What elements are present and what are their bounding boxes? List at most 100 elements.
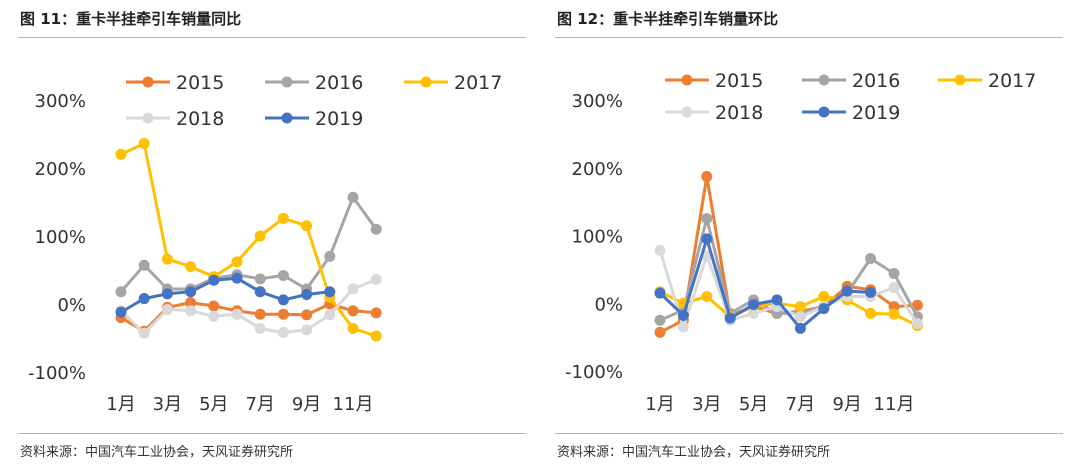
y-tick-label: 200%: [35, 159, 86, 180]
data-point-2019: [208, 274, 220, 286]
line-chart-yoy: 300% 200% 100% 0% -100% 1月 3月 5月 7月 9月 11月 2015 2016…: [28, 72, 502, 415]
series-line-2019: [119, 276, 332, 314]
legend-label: 2016: [315, 72, 363, 94]
x-tick-label: 9月: [292, 394, 321, 415]
data-point-2019: [654, 287, 666, 299]
x-tick-label: 7月: [786, 394, 815, 415]
chart-panel-yoy: 图 11：重卡半挂牵引车销量同比 300% 200% 100% 0% -100% 1月 3月…: [18, 0, 528, 474]
data-point-2019: [185, 286, 197, 298]
y-tick-label: 300%: [572, 91, 623, 112]
legend-swatch-marker: [954, 74, 966, 86]
data-point-2016: [370, 223, 382, 235]
x-tick-label: 11月: [874, 394, 915, 415]
legend-label: 2018: [176, 108, 224, 130]
y-tick-label: 200%: [572, 159, 623, 180]
data-point-2019: [231, 272, 243, 284]
legend-label: 2016: [852, 70, 900, 92]
data-point-2015: [347, 305, 359, 317]
data-point-2017: [185, 261, 197, 273]
data-point-2018: [208, 310, 220, 322]
x-tick-label: 9月: [832, 394, 861, 415]
legend-item-2017: 2017: [404, 72, 502, 94]
data-point-2018: [654, 244, 666, 256]
data-point-2019: [865, 286, 877, 298]
legend-item-2018: 2018: [665, 102, 763, 124]
data-point-2019: [277, 294, 289, 306]
data-point-2018: [347, 283, 359, 295]
chart-title: 图 12：重卡半挂牵引车销量环比: [557, 10, 779, 28]
data-point-2017: [277, 212, 289, 224]
legend-item-2016: 2016: [802, 70, 900, 92]
legend-label: 2017: [988, 70, 1036, 92]
x-tick-label: 5月: [739, 394, 768, 415]
data-point-2017: [254, 230, 266, 242]
x-tick-label: 1月: [645, 394, 674, 415]
legend-swatch-marker: [420, 76, 432, 88]
data-point-2018: [677, 321, 689, 333]
data-point-2015: [301, 309, 313, 321]
x-tick-label: 5月: [199, 394, 228, 415]
data-point-2018: [888, 282, 900, 294]
data-point-2017: [115, 148, 127, 160]
series-line-2019: [658, 237, 873, 330]
legend-swatch-marker: [142, 76, 154, 88]
y-tick-label: -100%: [565, 362, 623, 383]
legend-item-2019: 2019: [802, 102, 900, 124]
y-tick-label: 300%: [35, 91, 86, 112]
data-point-2019: [771, 294, 783, 306]
x-tick-label: 3月: [692, 394, 721, 415]
legend-label: 2017: [454, 72, 502, 94]
legend-label: 2015: [176, 72, 224, 94]
data-point-2016: [254, 273, 266, 285]
data-point-2015: [277, 308, 289, 320]
data-point-2016: [138, 259, 150, 271]
data-point-2018: [138, 327, 150, 339]
data-point-2017: [231, 256, 243, 268]
legend-item-2019: 2019: [265, 108, 363, 130]
data-point-2016: [888, 267, 900, 279]
legend-label: 2018: [715, 102, 763, 124]
legend-swatch-marker: [681, 74, 693, 86]
data-point-2017: [161, 253, 173, 265]
data-point-2018: [277, 327, 289, 339]
series-line-2018: [119, 278, 378, 335]
data-point-2018: [254, 322, 266, 334]
data-point-2019: [748, 299, 760, 311]
data-point-2015: [370, 307, 382, 319]
y-tick-label: 0%: [57, 295, 86, 316]
data-point-2016: [277, 269, 289, 281]
data-point-2019: [794, 322, 806, 334]
series-line-2016: [119, 195, 378, 294]
y-tick-label: 100%: [572, 227, 623, 248]
legend-label: 2019: [315, 108, 363, 130]
source-divider: [555, 433, 1063, 434]
x-tick-label: 11月: [333, 394, 374, 415]
data-point-2019: [841, 285, 853, 297]
data-point-2015: [701, 171, 713, 183]
legend-item-2017: 2017: [938, 70, 1036, 92]
data-point-2019: [301, 288, 313, 300]
data-point-2019: [324, 286, 336, 298]
data-point-2016: [115, 286, 127, 298]
data-point-2019: [138, 293, 150, 305]
legend-swatch-marker: [681, 106, 693, 118]
legend-swatch-marker: [818, 74, 830, 86]
source-note: 资料来源：中国汽车工业协会，天风证券研究所: [557, 445, 831, 460]
data-point-2015: [185, 297, 197, 309]
title-divider: [18, 37, 526, 38]
legend-item-2015: 2015: [665, 70, 763, 92]
legend-item-2016: 2016: [265, 72, 363, 94]
data-point-2019: [724, 312, 736, 324]
title-divider: [555, 37, 1063, 38]
legend-item-2015: 2015: [126, 72, 224, 94]
data-point-2016: [865, 253, 877, 265]
legend-swatch-marker: [818, 106, 830, 118]
data-point-2019: [254, 286, 266, 298]
data-point-2017: [865, 307, 877, 319]
legend-swatch-marker: [281, 76, 293, 88]
chart-panel-mom: 图 12：重卡半挂牵引车销量环比 300% 200% 100% 0% -100% 1月 3月…: [555, 0, 1065, 474]
data-point-2018: [748, 307, 760, 319]
data-point-2018: [185, 305, 197, 317]
series-line-2017: [119, 142, 378, 338]
data-point-2017: [701, 290, 713, 302]
